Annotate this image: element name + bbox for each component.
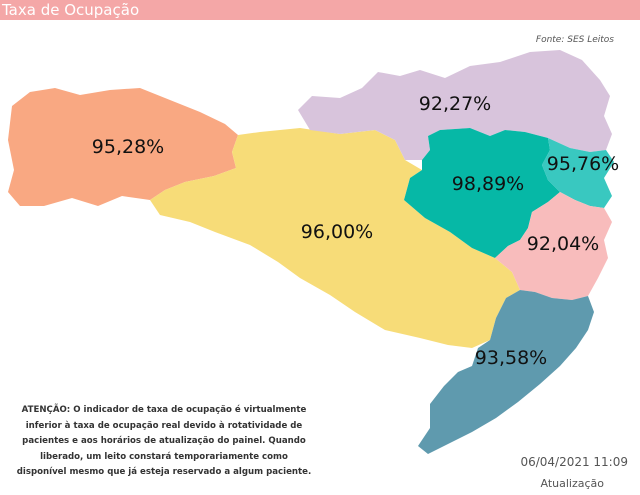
region-meio-oeste-serra[interactable]	[150, 128, 520, 348]
region-oeste[interactable]	[8, 88, 238, 206]
header-bar: Taxa de Ocupação	[0, 0, 640, 20]
source-label: Fonte: SES Leitos	[535, 35, 614, 45]
rate-label-foz-itajai: 95,76%	[547, 153, 619, 175]
region-grande-florianopolis[interactable]	[495, 192, 612, 300]
region-labels: 95,28% 96,00% 92,27% 98,89% 95,76% 92,04…	[92, 93, 619, 369]
region-sul[interactable]	[418, 290, 594, 454]
update-label: Atualização	[540, 477, 604, 490]
rate-label-grande-florianopolis: 92,04%	[527, 233, 599, 255]
region-vale-itajai[interactable]	[404, 128, 560, 258]
rate-label-norte: 92,27%	[419, 93, 491, 115]
region-norte[interactable]	[298, 50, 612, 160]
rate-label-sul: 93,58%	[475, 347, 547, 369]
notice-text: ATENÇÃO: O indicador de taxa de ocupação…	[16, 405, 312, 477]
rate-label-oeste: 95,28%	[92, 136, 164, 158]
update-date: 06/04/2021 11:09	[520, 455, 628, 469]
page-title: Taxa de Ocupação	[2, 1, 140, 19]
rate-label-meio-oeste-serra: 96,00%	[301, 221, 373, 243]
rate-label-vale-itajai: 98,89%	[452, 173, 524, 195]
region-foz-itajai[interactable]	[542, 138, 614, 208]
